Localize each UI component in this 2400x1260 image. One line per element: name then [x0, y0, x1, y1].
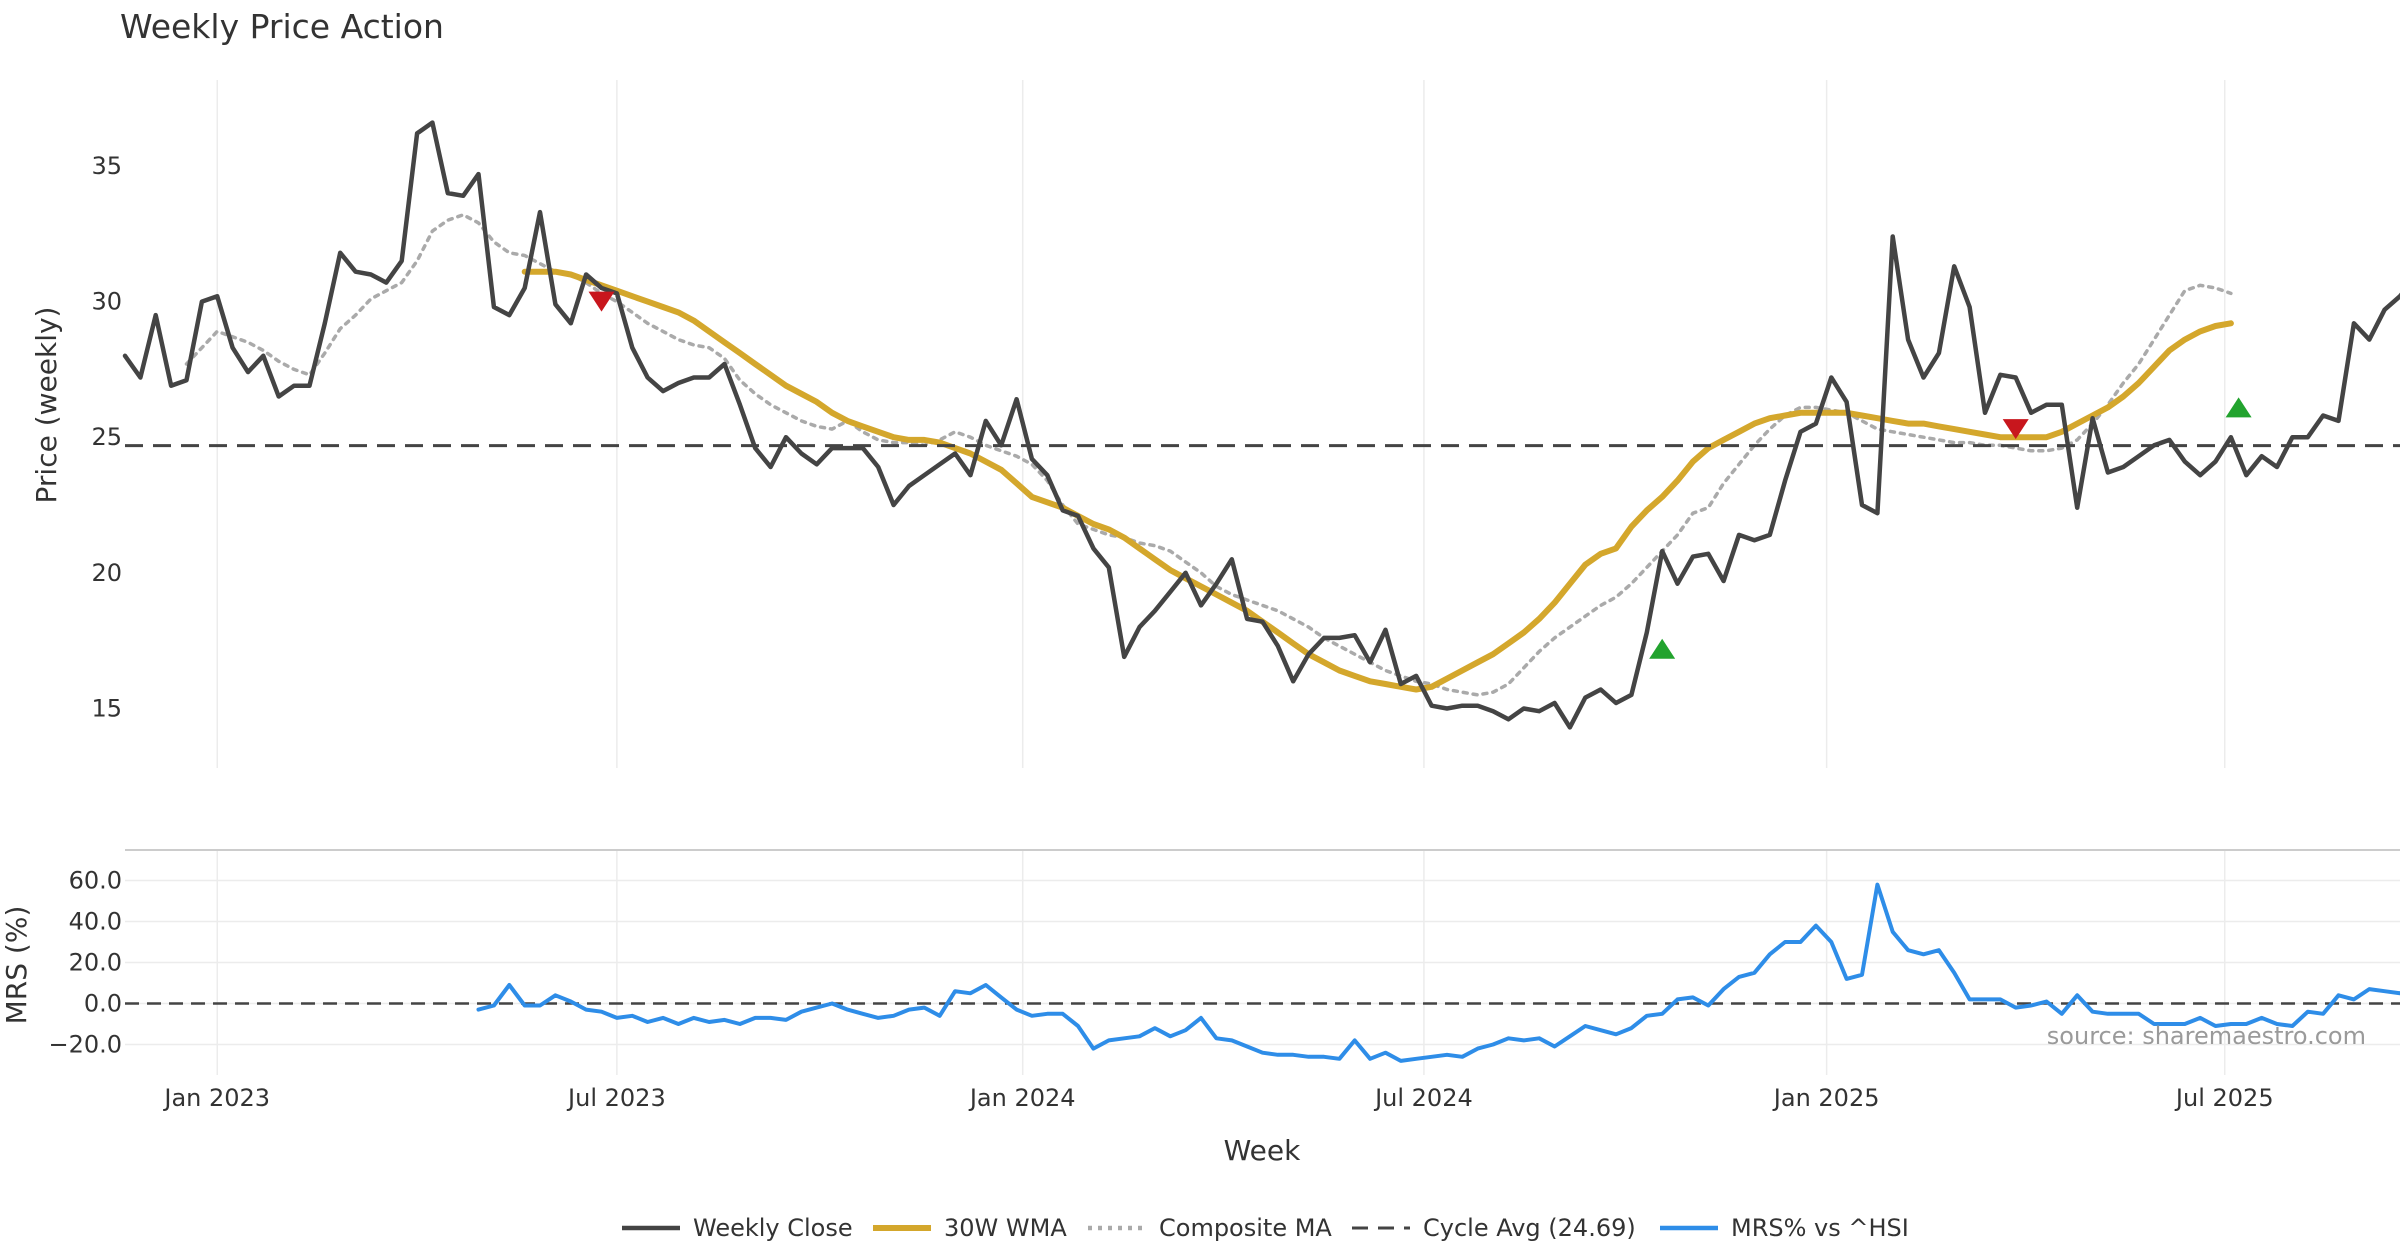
source-note: source: sharemaestro.com: [2047, 1022, 2366, 1050]
price-y-tick-label: 30: [91, 288, 122, 316]
mrs-y-tick-label: 40.0: [69, 908, 122, 936]
mrs-line: [476, 882, 2400, 1063]
legend-item-mrs-vs-hsi: MRS% vs ^HSI: [1660, 1214, 1909, 1242]
price-y-tick-label: 20: [91, 559, 122, 587]
buy-signal-marker: [2225, 397, 2252, 418]
price-series-group: [122, 120, 2400, 730]
legend-label: Cycle Avg (24.69): [1423, 1214, 1636, 1242]
x-tick-label: Jul 2023: [566, 1084, 666, 1112]
x-axis: Jan 2023 Jul 2023 Jan 2024 Jul 2024 Jan 2025…: [162, 1084, 2273, 1112]
x-axis-label: Week: [1224, 1134, 1301, 1167]
mrs-y-tick-label: 20.0: [69, 949, 122, 977]
chart-title: Weekly Price Action: [120, 7, 444, 46]
price-y-label: Price (weekly): [30, 307, 63, 504]
sell-signal-marker: [2002, 419, 2029, 440]
sell-signal-marker: [588, 291, 615, 312]
legend-label: Weekly Close: [693, 1214, 853, 1242]
buy-signal-marker: [1649, 638, 1676, 659]
mrs-series-group: [125, 882, 2400, 1063]
price-y-axis: 15 20 25 30 35: [91, 152, 122, 723]
price-y-tick-label: 25: [91, 423, 122, 451]
legend-label: MRS% vs ^HSI: [1731, 1214, 1909, 1242]
x-tick-label: Jan 2024: [968, 1084, 1076, 1112]
mrs-y-axis: 60.0 40.0 20.0 0.0 −20.0: [48, 867, 122, 1059]
legend-label: Composite MA: [1159, 1214, 1332, 1242]
x-tick-label: Jan 2023: [162, 1084, 270, 1112]
legend-label: 30W WMA: [944, 1214, 1067, 1242]
legend-item-weekly-close: Weekly Close: [622, 1214, 853, 1242]
legend-item-composite-ma: Composite MA: [1088, 1214, 1332, 1242]
price-y-tick-label: 35: [91, 152, 122, 180]
signal-markers: [588, 291, 2252, 659]
composite-ma-line: [184, 213, 2233, 697]
weekly-close-line: [122, 120, 2400, 730]
mrs-y-tick-label: 0.0: [84, 990, 122, 1018]
mrs-y-tick-label: −20.0: [48, 1031, 122, 1059]
mrs-y-label: MRS (%): [0, 906, 33, 1025]
x-tick-label: Jul 2024: [1373, 1084, 1473, 1112]
legend: Weekly Close 30W WMA Composite MA Cycle Avg…: [622, 1214, 1909, 1242]
x-tick-label: Jan 2025: [1772, 1084, 1880, 1112]
mrs-grid: [125, 850, 2400, 1075]
legend-item-30w-wma: 30W WMA: [873, 1214, 1067, 1242]
legend-item-cycle-avg-24-69: Cycle Avg (24.69): [1352, 1214, 1636, 1242]
x-tick-label: Jul 2025: [2174, 1084, 2274, 1112]
30w-wma-line: [521, 268, 2234, 693]
price-y-tick-label: 15: [91, 694, 122, 722]
mrs-y-tick-label: 60.0: [69, 867, 122, 895]
